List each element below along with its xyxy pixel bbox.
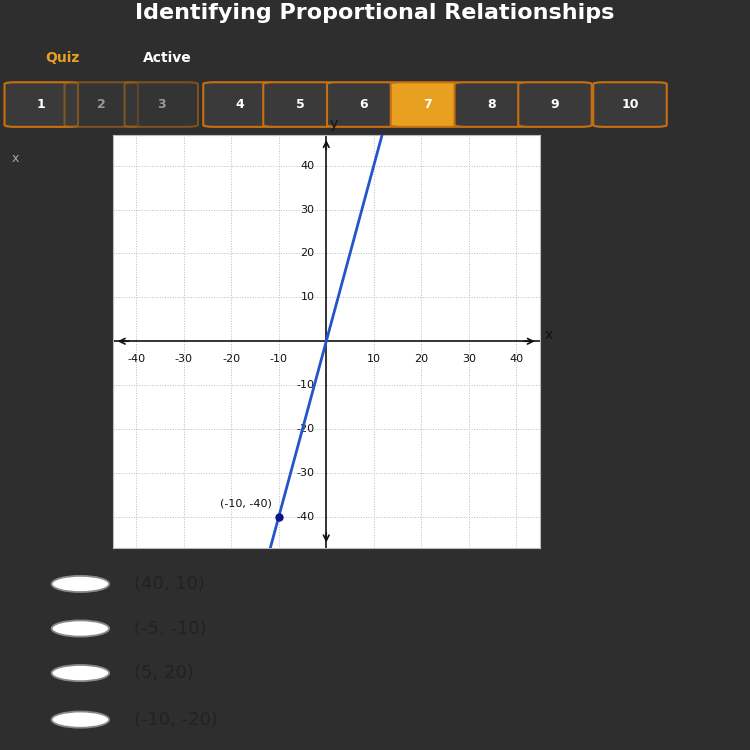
Text: (-5, -10): (-5, -10) <box>134 620 207 638</box>
Text: 30: 30 <box>462 353 476 364</box>
Text: 7: 7 <box>423 98 432 111</box>
Text: 40: 40 <box>300 160 314 171</box>
Text: x: x <box>11 152 19 166</box>
Text: -30: -30 <box>175 353 193 364</box>
Text: 8: 8 <box>487 98 496 111</box>
FancyBboxPatch shape <box>4 82 78 127</box>
Circle shape <box>52 665 110 681</box>
Text: (-10, -40): (-10, -40) <box>220 498 272 508</box>
FancyBboxPatch shape <box>518 82 592 127</box>
Text: -20: -20 <box>296 424 314 434</box>
Circle shape <box>52 712 110 728</box>
FancyBboxPatch shape <box>263 82 337 127</box>
Text: Quiz: Quiz <box>45 51 80 65</box>
Text: 3: 3 <box>157 98 166 111</box>
FancyBboxPatch shape <box>203 82 277 127</box>
Text: 40: 40 <box>509 353 524 364</box>
Text: 10: 10 <box>621 98 639 111</box>
Text: 10: 10 <box>367 353 381 364</box>
Text: 20: 20 <box>414 353 428 364</box>
FancyBboxPatch shape <box>124 82 198 127</box>
Text: -40: -40 <box>296 512 314 522</box>
Text: 30: 30 <box>300 205 314 214</box>
Text: -30: -30 <box>296 468 314 478</box>
Text: y: y <box>329 116 338 130</box>
Text: Identifying Proportional Relationships: Identifying Proportional Relationships <box>135 2 615 22</box>
Text: 20: 20 <box>300 248 314 259</box>
FancyBboxPatch shape <box>64 82 138 127</box>
Circle shape <box>52 576 110 592</box>
Text: 5: 5 <box>296 98 304 111</box>
Text: (40, 10): (40, 10) <box>134 575 206 593</box>
Text: 4: 4 <box>236 98 244 111</box>
Text: (5, 20): (5, 20) <box>134 664 194 682</box>
Text: Active: Active <box>142 51 191 65</box>
FancyBboxPatch shape <box>327 82 400 127</box>
Text: -10: -10 <box>296 380 314 390</box>
Text: 6: 6 <box>359 98 368 111</box>
Text: 2: 2 <box>97 98 106 111</box>
Text: -20: -20 <box>222 353 240 364</box>
Text: (-10, -20): (-10, -20) <box>134 711 218 729</box>
Text: -10: -10 <box>270 353 288 364</box>
Text: -40: -40 <box>128 353 146 364</box>
FancyBboxPatch shape <box>454 82 528 127</box>
Text: 10: 10 <box>300 292 314 302</box>
Text: 1: 1 <box>37 98 46 111</box>
Text: x: x <box>544 328 553 342</box>
FancyBboxPatch shape <box>593 82 667 127</box>
Circle shape <box>52 620 110 637</box>
Text: 9: 9 <box>550 98 560 111</box>
FancyBboxPatch shape <box>391 82 464 127</box>
